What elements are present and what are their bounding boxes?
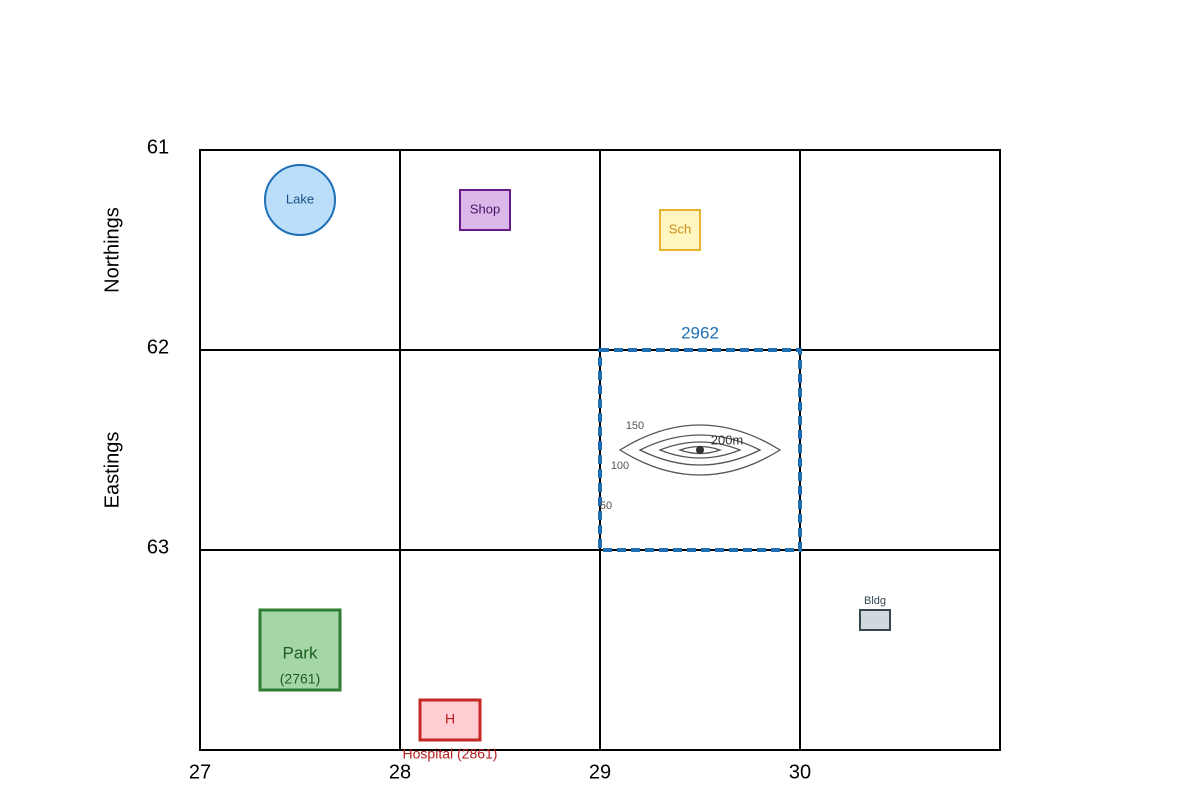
axis-title: Eastings	[101, 432, 123, 509]
easting-label: 30	[789, 761, 811, 783]
contour-label: 100	[611, 460, 629, 472]
axis-title: Northings	[101, 207, 123, 293]
easting-label: 27	[189, 761, 211, 783]
park-label: Park	[283, 643, 318, 662]
northing-label: 61	[147, 136, 169, 158]
northing-label: 63	[147, 536, 169, 558]
school	[659, 209, 701, 251]
contour-label: 50	[600, 500, 612, 512]
lake-label: Lake	[286, 191, 314, 206]
hospital-ref: Hospital (2861)	[403, 746, 498, 762]
building	[859, 609, 891, 631]
highlight-square	[598, 348, 802, 552]
hospital	[418, 698, 482, 742]
shop-label: Shop	[470, 201, 500, 216]
northing-label: 62	[147, 336, 169, 358]
hospital-label: H	[445, 711, 455, 727]
shop	[459, 189, 511, 231]
contour-label: 150	[626, 420, 644, 432]
school-label: Sch	[669, 221, 691, 236]
park-ref: (2761)	[280, 671, 320, 687]
summit	[696, 446, 704, 454]
easting-label: 28	[389, 761, 411, 783]
summit-label: 200m	[711, 432, 744, 447]
grid	[199, 149, 1001, 751]
highlight-label: 2962	[681, 323, 719, 342]
contours	[618, 424, 782, 476]
lake	[264, 164, 336, 236]
building-label: Bldg	[864, 595, 886, 607]
easting-label: 29	[589, 761, 611, 783]
park	[258, 608, 342, 692]
